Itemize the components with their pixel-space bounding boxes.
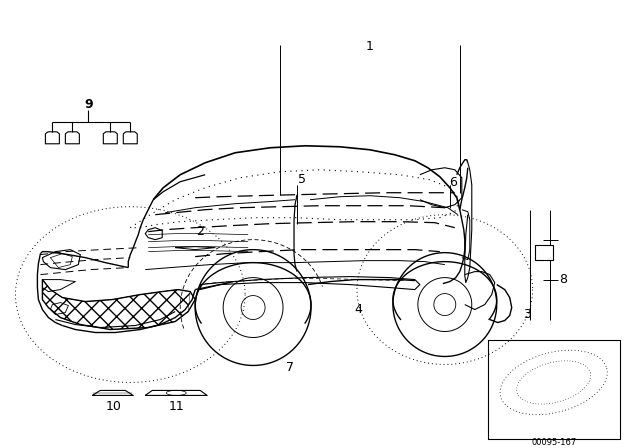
Text: 8: 8 [559, 273, 566, 286]
Text: 7: 7 [286, 361, 294, 374]
Text: 10: 10 [106, 400, 121, 413]
Text: 9: 9 [84, 99, 93, 112]
Text: 2: 2 [196, 225, 204, 238]
Text: 5: 5 [298, 173, 306, 186]
Text: 11: 11 [168, 400, 184, 413]
Text: 6: 6 [449, 176, 457, 189]
Text: 1: 1 [366, 40, 374, 53]
Text: 3: 3 [523, 308, 531, 321]
Text: 4: 4 [354, 303, 362, 316]
Text: 00095-167: 00095-167 [531, 438, 576, 447]
FancyBboxPatch shape [534, 245, 553, 260]
